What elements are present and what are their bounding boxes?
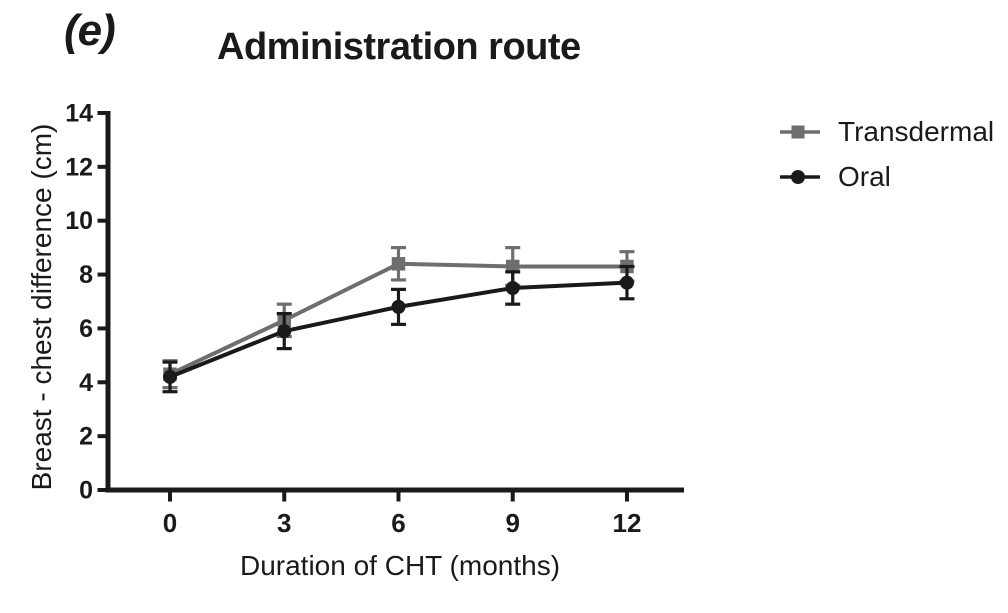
y-tick-label: 0 (79, 477, 93, 505)
legend-item-transdermal: Transdermal (780, 114, 994, 150)
y-tick-label: 14 (65, 99, 93, 127)
series-oral (162, 264, 635, 394)
legend: Transdermal Oral (780, 114, 994, 195)
panel-label: (e) (64, 6, 116, 55)
y-tick-label: 10 (65, 207, 93, 235)
data-point-circle (391, 299, 406, 314)
x-tick-label: 6 (391, 508, 405, 538)
data-point-circle (277, 324, 292, 339)
data-point-square (391, 257, 406, 271)
x-tick-label: 3 (277, 508, 291, 538)
oral-circle-marker-icon (780, 170, 820, 184)
data-point-square (505, 259, 520, 274)
x-tick-label: 0 (163, 508, 177, 538)
axes: 0 2 4 6 8 10 12 14 0 3 6 9 12 (65, 99, 684, 538)
y-tick-label: 12 (65, 153, 93, 181)
y-tick-label: 8 (79, 261, 93, 289)
data-point-circle (163, 369, 177, 384)
legend-label-transdermal: Transdermal (838, 116, 995, 147)
x-axis-label: Duration of CHT (months) (239, 550, 561, 581)
y-tick-label: 6 (79, 315, 93, 343)
legend-marker-square (791, 125, 805, 139)
y-tick-label: 4 (79, 369, 93, 397)
legend-item-oral: Oral (780, 159, 994, 195)
data-point-circle (619, 275, 634, 290)
chart-title: Administration route (217, 26, 581, 68)
x-tick-label: 9 (505, 508, 519, 538)
legend-marker-circle (791, 170, 805, 184)
transdermal-square-marker-icon (780, 125, 820, 139)
y-tick-label: 2 (79, 423, 93, 451)
data-point-circle (505, 281, 520, 296)
x-tick-label: 12 (612, 508, 641, 538)
legend-label-oral: Oral (838, 161, 891, 192)
